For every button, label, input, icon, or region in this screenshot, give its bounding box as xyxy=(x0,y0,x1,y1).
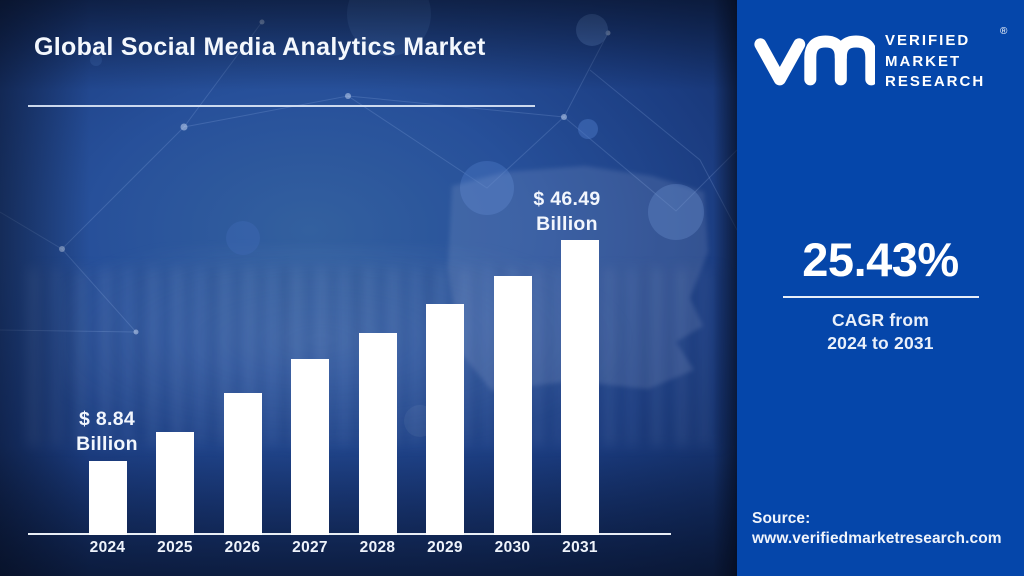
chart-panel: Global Social Media Analytics Market $ 8… xyxy=(0,0,737,576)
data-label-2031-amount: $ 46.49 xyxy=(533,188,601,210)
x-axis-label-2025: 2025 xyxy=(157,539,193,556)
brand-line-verified: VERIFIED xyxy=(885,32,971,49)
panel-divider-shadow xyxy=(713,0,737,576)
data-label-2024: $ 8.84 Billion xyxy=(37,407,177,457)
brand-line-market: MARKET xyxy=(885,52,962,70)
title-underline xyxy=(28,105,535,107)
bar-2029 xyxy=(426,304,464,535)
source-block: Source: www.verifiedmarketresearch.com xyxy=(752,509,1002,548)
data-label-2031-unit: Billion xyxy=(536,213,598,235)
cagr-underline xyxy=(782,296,979,298)
x-axis-label-2031: 2031 xyxy=(562,539,598,556)
cagr-caption-line2: 2024 to 2031 xyxy=(827,333,934,353)
x-axis-label-2026: 2026 xyxy=(224,539,261,556)
source-label: Source: xyxy=(752,510,811,527)
x-axis-label-2029: 2029 xyxy=(427,539,463,556)
x-axis-label-2024: 2024 xyxy=(89,539,126,556)
left-vignette-overlay xyxy=(0,0,90,576)
cagr-block: 25.43% CAGR from 2024 to 2031 xyxy=(737,236,1024,355)
registered-trademark-icon: ® xyxy=(1000,26,1008,37)
vmr-logo: VERIFIED MARKET RESEARCH ® xyxy=(753,26,1013,100)
data-label-2024-amount: $ 8.84 xyxy=(78,408,135,430)
bar-2027 xyxy=(291,359,329,535)
bar-2026 xyxy=(223,393,262,535)
bar-2025 xyxy=(156,432,194,535)
cagr-value: 25.43% xyxy=(802,233,959,286)
data-label-2031: $ 46.49 Billion xyxy=(497,187,637,237)
page-title: Global Social Media Analytics Market xyxy=(34,33,486,61)
bar-chart: $ 8.84 Billion $ 46.49 Billion 2024 2025 2… xyxy=(28,187,671,556)
bar-2024 xyxy=(88,461,127,535)
bar-2028 xyxy=(358,333,397,535)
vmr-monogram-icon xyxy=(754,35,875,86)
x-axis-label-2027: 2027 xyxy=(292,539,328,556)
stats-panel: VERIFIED MARKET RESEARCH ® 25.43% CAGR f… xyxy=(737,0,1024,576)
x-axis-label-2030: 2030 xyxy=(494,539,531,556)
x-axis-line xyxy=(28,533,671,535)
brand-name: VERIFIED MARKET RESEARCH xyxy=(885,31,985,93)
data-label-2024-unit: Billion xyxy=(76,433,138,455)
cagr-caption-line1: CAGR from xyxy=(831,310,930,330)
brand-line-research: RESEARCH xyxy=(885,73,986,90)
bar-2030 xyxy=(493,276,532,535)
source-url: www.verifiedmarketresearch.com xyxy=(752,529,1002,547)
bar-2031 xyxy=(561,240,599,535)
x-axis-label-2028: 2028 xyxy=(359,539,396,556)
top-fade-overlay xyxy=(0,0,737,90)
